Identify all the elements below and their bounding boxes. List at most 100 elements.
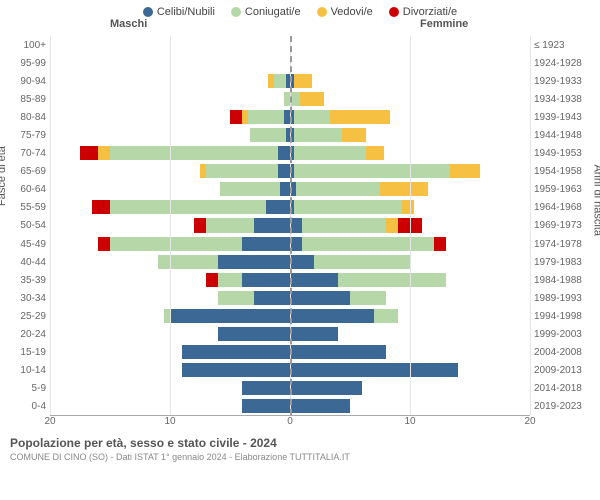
- bar-segment: [206, 218, 254, 232]
- x-tick: 10: [404, 416, 415, 427]
- age-tick: 70-74: [10, 145, 46, 163]
- birth-tick: 1969-1973: [534, 217, 590, 235]
- bar-segment: [110, 237, 242, 251]
- birth-tick: 1964-1968: [534, 199, 590, 217]
- bar-segment: [294, 110, 330, 124]
- bar-segment: [450, 164, 480, 178]
- bar-segment: [290, 381, 362, 395]
- bar-segment: [242, 381, 290, 395]
- bar-segment: [290, 327, 338, 341]
- bar-segment: [110, 146, 278, 160]
- pyramid-chart: [50, 36, 530, 416]
- age-tick: 45-49: [10, 235, 46, 253]
- legend-dot: [231, 7, 241, 17]
- bar-segment: [294, 128, 342, 142]
- age-tick: 100+: [10, 36, 46, 54]
- legend-item: Vedovi/e: [317, 6, 373, 18]
- birth-tick: 1929-1933: [534, 72, 590, 90]
- bar-segment: [366, 146, 384, 160]
- legend-label: Celibi/Nubili: [157, 6, 215, 18]
- birth-tick: 1944-1948: [534, 126, 590, 144]
- birth-tick: 1934-1938: [534, 90, 590, 108]
- bar-segment: [218, 291, 254, 305]
- y-axis-right-label: Anni di nascita: [592, 164, 600, 236]
- age-tick: 85-89: [10, 90, 46, 108]
- bar-segment: [110, 200, 266, 214]
- age-tick: 75-79: [10, 126, 46, 144]
- bar-segment: [266, 200, 290, 214]
- age-tick: 15-19: [10, 344, 46, 362]
- bar-segment: [290, 255, 314, 269]
- legend-dot: [389, 7, 399, 17]
- age-tick: 40-44: [10, 253, 46, 271]
- bar-segment: [182, 345, 290, 359]
- bar-segment: [220, 182, 280, 196]
- bar-segment: [242, 399, 290, 413]
- bar-segment: [374, 309, 398, 323]
- birth-tick: 1989-1993: [534, 289, 590, 307]
- legend-item: Divorziati/e: [389, 6, 457, 18]
- plot-area: 100+95-9990-9485-8980-8475-7970-7465-696…: [0, 36, 600, 416]
- bar-segment: [290, 363, 458, 377]
- bar-segment: [278, 146, 290, 160]
- gridline: [410, 36, 411, 415]
- birth-tick: 1939-1943: [534, 108, 590, 126]
- y-axis-right-ticks: ≤ 19231924-19281929-19331934-19381939-19…: [530, 36, 590, 416]
- bar-segment: [230, 110, 242, 124]
- age-tick: 90-94: [10, 72, 46, 90]
- legend: Celibi/NubiliConiugati/eVedovi/eDivorzia…: [0, 0, 600, 18]
- center-divider: [290, 36, 292, 415]
- birth-tick: 2019-2023: [534, 398, 590, 416]
- bar-segment: [386, 218, 398, 232]
- birth-tick: 2014-2018: [534, 380, 590, 398]
- bar-segment: [350, 291, 386, 305]
- bar-segment: [290, 309, 374, 323]
- bar-segment: [402, 200, 414, 214]
- chart-title: Popolazione per età, sesso e stato civil…: [10, 436, 590, 450]
- bar-segment: [342, 128, 366, 142]
- legend-item: Celibi/Nubili: [143, 6, 215, 18]
- age-tick: 0-4: [10, 398, 46, 416]
- bar-segment: [206, 164, 278, 178]
- legend-dot: [143, 7, 153, 17]
- age-tick: 60-64: [10, 181, 46, 199]
- bar-segment: [254, 218, 290, 232]
- bar-segment: [242, 273, 290, 287]
- bar-segment: [314, 255, 410, 269]
- bar-segment: [278, 164, 290, 178]
- gridline: [530, 36, 531, 415]
- bar-segment: [294, 74, 312, 88]
- birth-tick: 2004-2008: [534, 344, 590, 362]
- age-tick: 35-39: [10, 271, 46, 289]
- chart-subtitle: COMUNE DI CINO (SO) - Dati ISTAT 1° genn…: [10, 452, 590, 462]
- bar-segment: [182, 363, 290, 377]
- bar-segment: [330, 110, 390, 124]
- bar-segment: [290, 345, 386, 359]
- age-tick: 30-34: [10, 289, 46, 307]
- bar-segment: [280, 182, 290, 196]
- x-tick: 10: [164, 416, 175, 427]
- bar-segment: [290, 399, 350, 413]
- age-tick: 10-14: [10, 362, 46, 380]
- bar-segment: [294, 164, 450, 178]
- x-axis-ticks: 201001020: [50, 416, 530, 430]
- x-tick: 0: [287, 416, 293, 427]
- birth-tick: 1994-1998: [534, 307, 590, 325]
- y-axis-left-ticks: 100+95-9990-9485-8980-8475-7970-7465-696…: [10, 36, 50, 416]
- birth-tick: 1949-1953: [534, 145, 590, 163]
- footer: Popolazione per età, sesso e stato civil…: [0, 430, 600, 462]
- bar-segment: [218, 273, 242, 287]
- bar-segment: [250, 128, 286, 142]
- header-male: Maschi: [110, 18, 147, 30]
- legend-dot: [317, 7, 327, 17]
- bar-segment: [218, 255, 290, 269]
- birth-tick: 1984-1988: [534, 271, 590, 289]
- bar-segment: [380, 182, 428, 196]
- gridline: [170, 36, 171, 415]
- bar-segment: [254, 291, 290, 305]
- bar-segment: [290, 291, 350, 305]
- bar-segment: [98, 237, 110, 251]
- birth-tick: 1999-2003: [534, 326, 590, 344]
- age-tick: 50-54: [10, 217, 46, 235]
- age-tick: 5-9: [10, 380, 46, 398]
